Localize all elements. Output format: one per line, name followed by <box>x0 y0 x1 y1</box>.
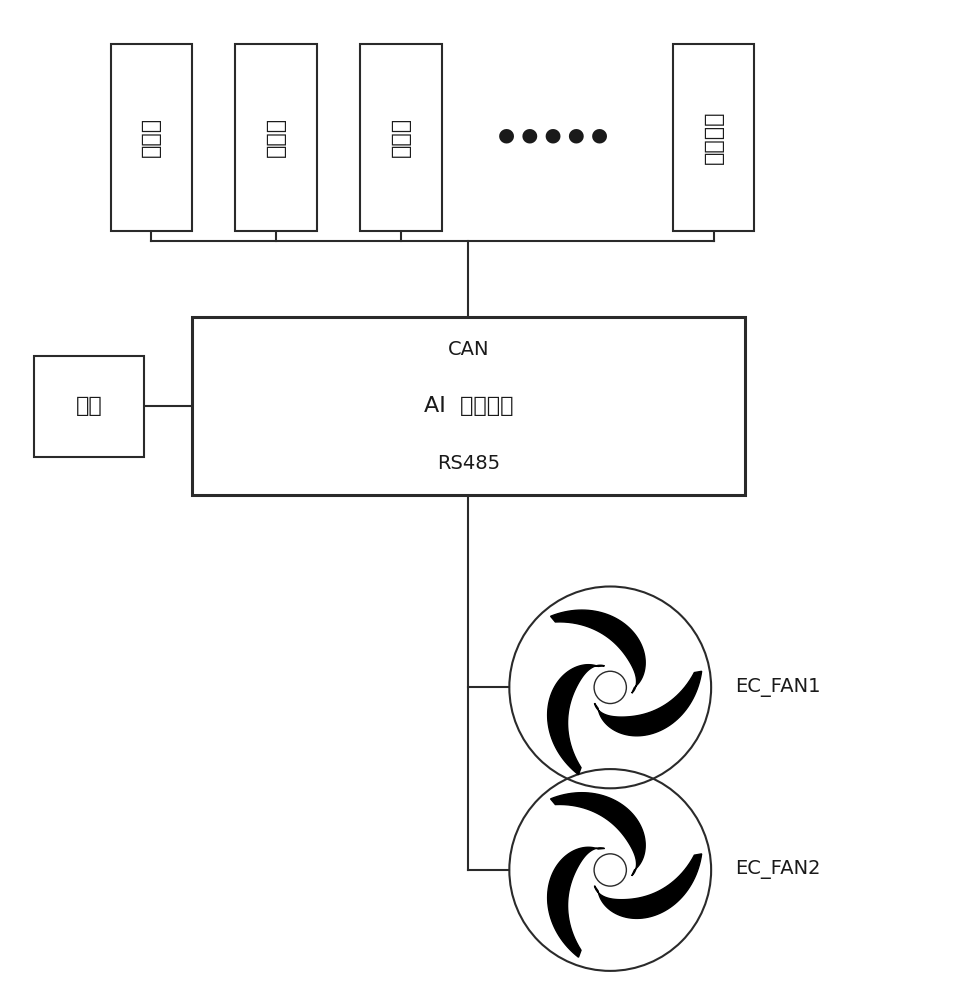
Bar <box>111 44 192 231</box>
Bar <box>192 317 745 495</box>
Polygon shape <box>551 793 645 876</box>
Polygon shape <box>551 610 645 693</box>
Text: CAN: CAN <box>448 340 489 359</box>
Text: 模块２２: 模块２２ <box>703 110 724 164</box>
Text: 模块１: 模块１ <box>141 117 161 157</box>
Bar <box>673 44 754 231</box>
Circle shape <box>594 854 627 886</box>
Text: AI  主控制器: AI 主控制器 <box>424 396 513 416</box>
Text: ● ● ● ● ●: ● ● ● ● ● <box>498 125 607 144</box>
Polygon shape <box>595 671 702 736</box>
Text: 环温: 环温 <box>76 396 102 416</box>
Text: 模块３: 模块３ <box>391 117 411 157</box>
Text: EC_FAN1: EC_FAN1 <box>735 678 821 697</box>
Bar <box>360 44 442 231</box>
Text: 模块２: 模块２ <box>266 117 286 157</box>
Polygon shape <box>548 847 604 957</box>
Bar <box>34 356 144 457</box>
Polygon shape <box>595 854 702 918</box>
Bar <box>235 44 317 231</box>
Text: RS485: RS485 <box>437 454 500 473</box>
Polygon shape <box>548 665 604 775</box>
Circle shape <box>594 671 627 704</box>
Text: EC_FAN2: EC_FAN2 <box>735 860 821 879</box>
